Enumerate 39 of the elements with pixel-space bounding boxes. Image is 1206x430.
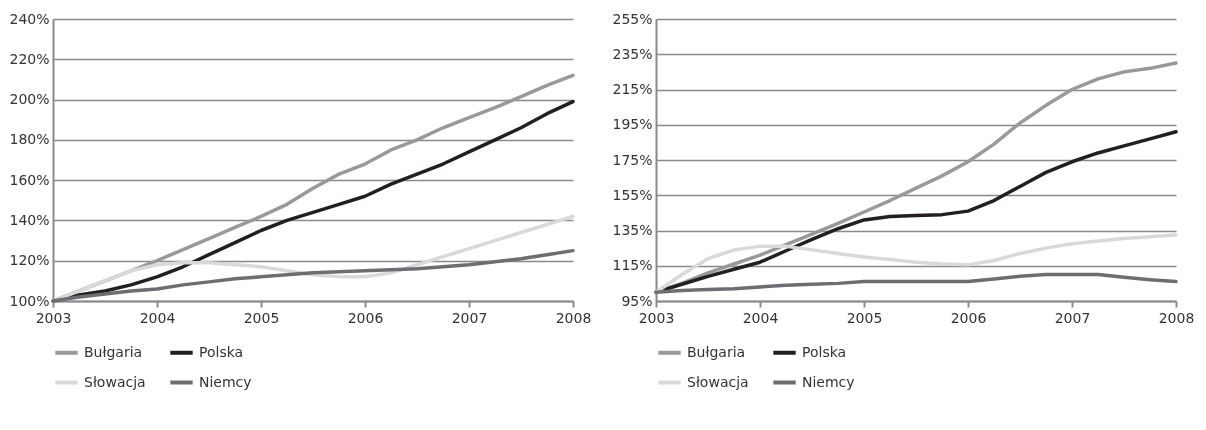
y-tick-label: 200% [9,91,50,108]
legend-label: Bułgaria [84,343,143,360]
y-tick-label: 255% [612,10,653,27]
y-tick-label: 120% [9,252,50,269]
y-tick-label: 220% [9,50,50,67]
y-tick-label: 180% [9,131,50,148]
legend-label: Bułgaria [687,343,746,360]
y-tick-label: 115% [612,257,653,274]
y-tick-label: 160% [9,171,50,188]
x-tick-label: 2006 [950,309,987,326]
legend-label: Słowacja [84,373,146,390]
legend-label: Niemcy [802,373,855,390]
x-tick-label: 2003 [638,309,675,326]
legend-label: Polska [802,343,847,360]
y-tick-label: 140% [9,211,50,228]
y-tick-label: 155% [612,186,653,203]
x-tick-label: 2004 [742,309,779,326]
x-tick-label: 2005 [243,309,280,326]
y-tick-label: 240% [9,10,50,27]
legend-label: Polska [199,343,244,360]
line-series [654,233,1178,294]
y-tick-label: 100% [9,292,50,309]
y-tick-label: 215% [612,81,653,97]
x-tick-label: 2008 [555,309,592,326]
y-tick-label: 95% [621,292,653,309]
x-tick-label: 2006 [347,309,384,326]
x-tick-label: 2007 [451,309,488,326]
line-series [654,272,1178,294]
y-tick-label: 175% [612,151,653,168]
y-tick-label: 135% [612,222,653,238]
legend-label: Słowacja [687,373,749,390]
y-tick-label: 195% [612,116,653,133]
x-tick-label: 2007 [1054,309,1091,326]
legend-label: Niemcy [199,373,252,390]
x-tick-label: 2005 [846,309,883,326]
x-tick-label: 2008 [1158,309,1195,326]
y-tick-label: 235% [612,45,653,62]
x-tick-label: 2003 [35,309,72,326]
x-tick-label: 2004 [139,309,176,326]
